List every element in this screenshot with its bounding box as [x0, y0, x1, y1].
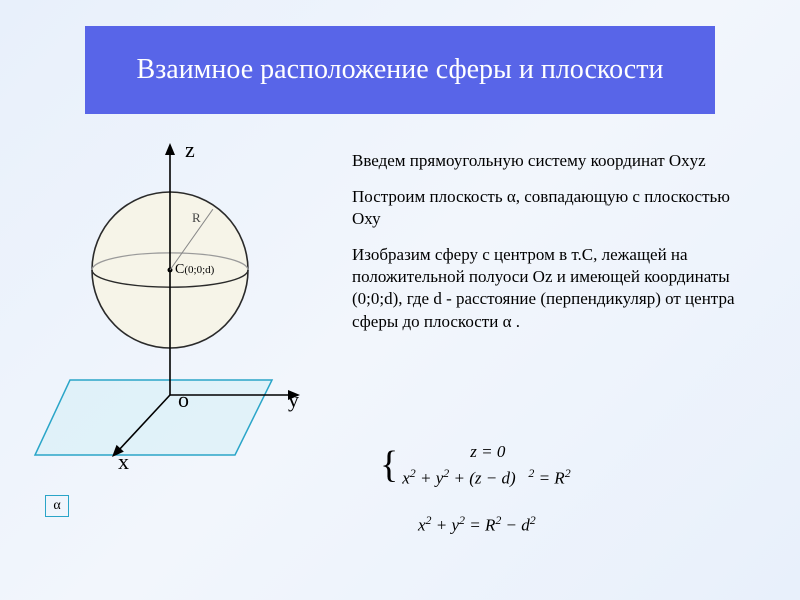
plane-alpha [35, 380, 272, 455]
x-label: x [118, 449, 129, 475]
y-label: y [288, 387, 299, 413]
paragraph-2: Построим плоскость α, совпадающую с плос… [352, 186, 762, 230]
brace-icon: { [380, 446, 398, 484]
slide-title: Взаимное расположение сферы и плоскости [85, 26, 715, 114]
description: Введем прямоугольную систему координат О… [352, 150, 762, 347]
equation-system: { z = 0 x2 + y2 + (z − d) 2 = R2 [380, 440, 760, 491]
equation-block: { z = 0 x2 + y2 + (z − d) 2 = R2 x2 + y2… [380, 440, 760, 536]
eq-result: x2 + y2 = R2 − d2 [380, 513, 760, 536]
center-coords: (0;0;d) [184, 264, 214, 276]
paragraph-3: Изобразим сферу с центром в т.С, лежащей… [352, 244, 762, 332]
eq-system-line1: z = 0 [402, 440, 570, 465]
z-label: z [185, 137, 195, 163]
radius-label: R [192, 210, 201, 226]
center-label: С(0;0;d) [175, 262, 214, 278]
geometry-svg [30, 135, 340, 495]
z-axis-arrow [165, 143, 175, 155]
center-letter: С [175, 262, 184, 277]
origin-label: o [178, 387, 189, 413]
diagram: z y x o С(0;0;d) R [30, 135, 340, 515]
eq-system-line2: x2 + y2 + (z − d) 2 = R2 [402, 465, 570, 491]
paragraph-1: Введем прямоугольную систему координат О… [352, 150, 762, 172]
alpha-label-box: α [45, 495, 69, 517]
